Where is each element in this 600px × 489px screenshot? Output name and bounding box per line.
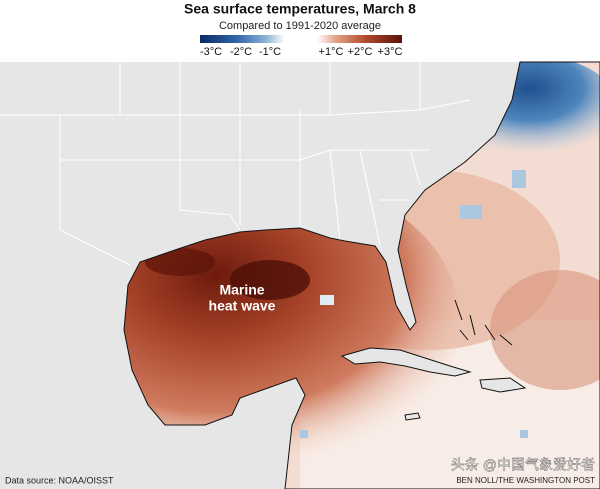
- cool-patch: [320, 295, 334, 305]
- credit: BEN NOLL/THE WASHINGTON POST: [456, 476, 595, 485]
- cuba: [340, 347, 472, 377]
- jamaica: [404, 412, 421, 421]
- state-borders: [0, 62, 471, 266]
- subtitle: Compared to 1991-2020 average: [219, 20, 381, 32]
- title: Sea surface temperatures, March 8: [184, 1, 416, 17]
- watermark: 头条 @中国气象爱好者: [451, 457, 595, 473]
- cold-patch: [512, 170, 526, 188]
- legend-label: -2°C: [230, 46, 252, 58]
- cool-patch: [520, 430, 528, 438]
- source: Data source: NOAA/OISST: [5, 475, 114, 485]
- legend-bar: [200, 35, 402, 43]
- annotation-line: heat wave: [209, 298, 276, 314]
- cool-patch: [300, 430, 308, 438]
- bahamas: [454, 299, 513, 346]
- legend-label: +1°C: [319, 46, 344, 58]
- legend-label: +3°C: [378, 46, 403, 58]
- heat-core: [145, 248, 215, 276]
- hispaniola: [479, 377, 527, 393]
- legend-label: -3°C: [200, 46, 222, 58]
- heat-core: [230, 260, 310, 300]
- warm-atlantic-east: [490, 270, 600, 390]
- annotation-line: Marine: [219, 282, 264, 298]
- legend-labels: -3°C -2°C -1°C +1°C +2°C +3°C: [200, 46, 403, 58]
- legend-label: -1°C: [259, 46, 281, 58]
- cold-patch: [460, 205, 482, 219]
- legend-label: +2°C: [348, 46, 373, 58]
